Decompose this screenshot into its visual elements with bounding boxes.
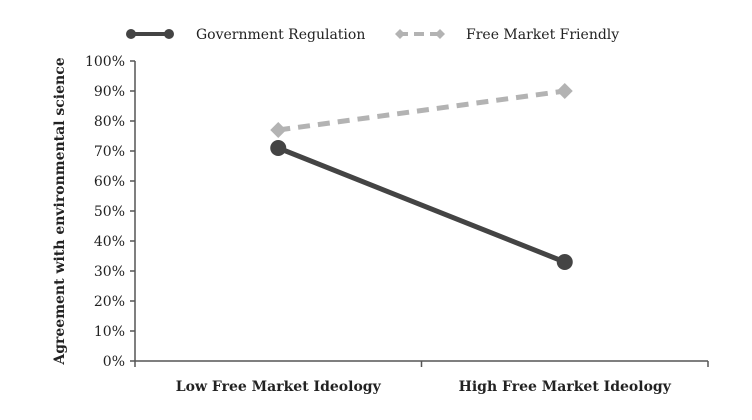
legend: Government Regulation Free Market Friend… — [126, 27, 619, 43]
x-ticks: Low Free Market Ideology High Free Market… — [134, 361, 709, 395]
y-tick-label: 60% — [94, 174, 125, 190]
legend-item-government-regulation: Government Regulation — [126, 27, 365, 43]
y-tick-label: 40% — [94, 234, 125, 250]
legend-marker-government-regulation-end — [164, 29, 174, 39]
series-layer — [270, 83, 573, 270]
y-tick-label: 80% — [94, 114, 125, 130]
series-government-regulation — [270, 140, 573, 270]
y-tick-label: 0% — [103, 354, 125, 370]
data-point-free-market-friendly — [270, 122, 287, 138]
series-line-free-market-friendly — [277, 88, 566, 133]
y-tick-label: 70% — [94, 144, 125, 160]
legend-marker-government-regulation — [126, 29, 136, 39]
data-point-free-market-friendly — [556, 83, 573, 99]
x-tick-label: Low Free Market Ideology — [176, 379, 382, 395]
data-point-government-regulation — [270, 140, 287, 156]
y-tick-label: 30% — [94, 264, 125, 280]
y-axis-label: Agreement with environmental science — [52, 57, 68, 365]
data-point-government-regulation — [556, 254, 573, 270]
y-tick-label: 10% — [94, 324, 125, 340]
series-free-market-friendly — [270, 83, 573, 138]
legend-marker-free-market-friendly — [395, 29, 405, 39]
legend-label-free-market-friendly: Free Market Friendly — [466, 27, 619, 43]
series-line-government-regulation — [275, 145, 568, 265]
y-ticks: 0% 10% 20% 30% 40% 50% 60% 70% 80% 90% 100% — [85, 54, 135, 370]
legend-marker-free-market-friendly-end — [435, 29, 445, 39]
x-tick-label: High Free Market Ideology — [459, 379, 672, 395]
y-tick-label: 50% — [94, 204, 125, 220]
y-tick-label: 100% — [85, 54, 125, 70]
y-tick-label: 20% — [94, 294, 125, 310]
y-tick-label: 90% — [94, 84, 125, 100]
legend-item-free-market-friendly: Free Market Friendly — [395, 27, 619, 43]
legend-label-government-regulation: Government Regulation — [196, 27, 365, 43]
